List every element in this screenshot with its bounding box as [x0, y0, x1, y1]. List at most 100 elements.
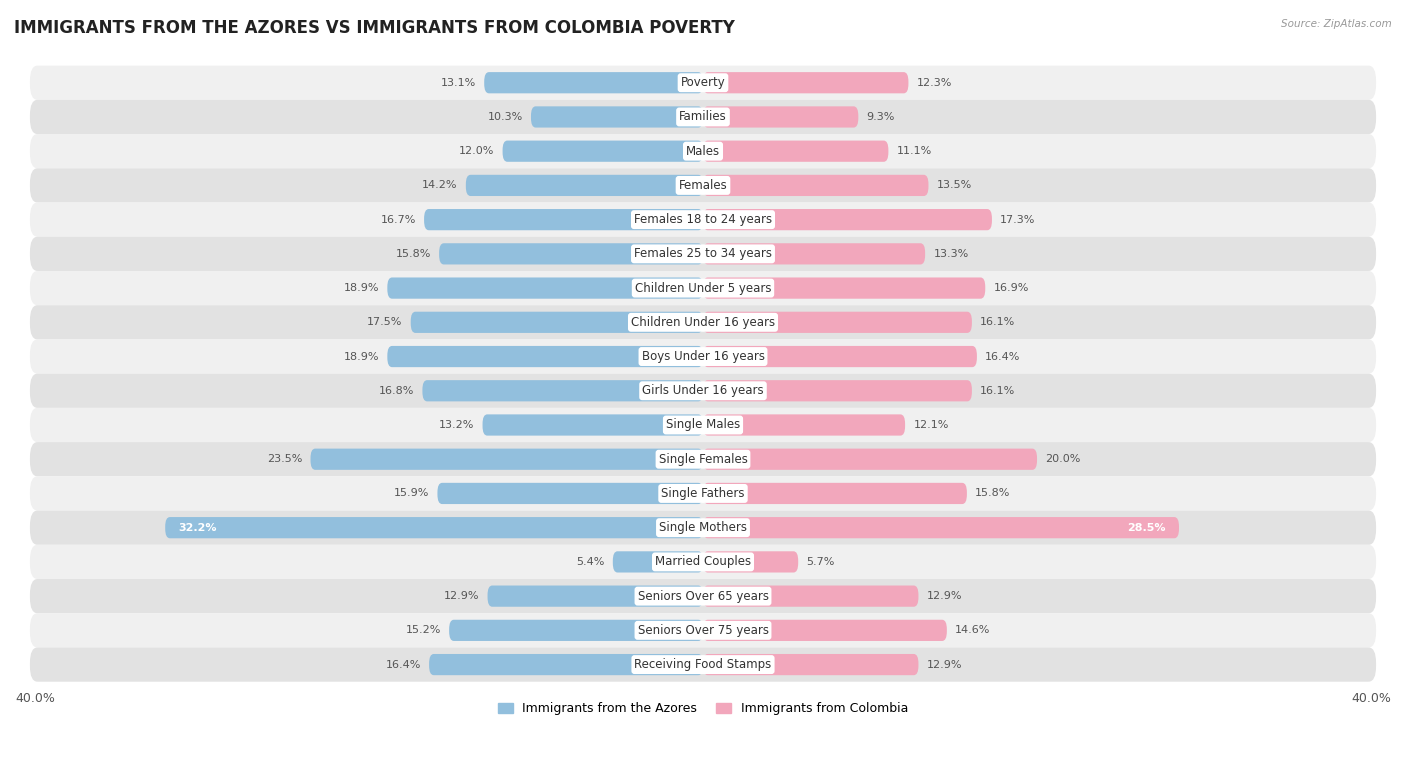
FancyBboxPatch shape [703, 654, 918, 675]
Text: 12.9%: 12.9% [444, 591, 479, 601]
FancyBboxPatch shape [484, 72, 703, 93]
Text: Married Couples: Married Couples [655, 556, 751, 568]
FancyBboxPatch shape [30, 305, 1376, 340]
Text: 14.6%: 14.6% [955, 625, 991, 635]
FancyBboxPatch shape [422, 381, 703, 402]
FancyBboxPatch shape [703, 483, 967, 504]
Text: Seniors Over 65 years: Seniors Over 65 years [637, 590, 769, 603]
Text: Poverty: Poverty [681, 77, 725, 89]
Text: Females 25 to 34 years: Females 25 to 34 years [634, 247, 772, 260]
FancyBboxPatch shape [30, 202, 1376, 236]
FancyBboxPatch shape [703, 140, 889, 161]
FancyBboxPatch shape [703, 381, 972, 402]
FancyBboxPatch shape [531, 106, 703, 127]
FancyBboxPatch shape [30, 134, 1376, 168]
FancyBboxPatch shape [465, 175, 703, 196]
FancyBboxPatch shape [30, 476, 1376, 511]
Text: Girls Under 16 years: Girls Under 16 years [643, 384, 763, 397]
FancyBboxPatch shape [30, 647, 1376, 681]
Text: 16.4%: 16.4% [385, 659, 420, 669]
FancyBboxPatch shape [30, 168, 1376, 202]
Text: 16.4%: 16.4% [986, 352, 1021, 362]
Text: 23.5%: 23.5% [267, 454, 302, 464]
Text: 14.2%: 14.2% [422, 180, 457, 190]
Text: 12.1%: 12.1% [914, 420, 949, 430]
Text: Females 18 to 24 years: Females 18 to 24 years [634, 213, 772, 226]
Text: 16.8%: 16.8% [378, 386, 413, 396]
Text: Boys Under 16 years: Boys Under 16 years [641, 350, 765, 363]
FancyBboxPatch shape [30, 271, 1376, 305]
FancyBboxPatch shape [703, 346, 977, 367]
FancyBboxPatch shape [703, 106, 858, 127]
FancyBboxPatch shape [411, 312, 703, 333]
Text: 16.1%: 16.1% [980, 318, 1015, 327]
Text: Children Under 16 years: Children Under 16 years [631, 316, 775, 329]
FancyBboxPatch shape [30, 442, 1376, 476]
FancyBboxPatch shape [166, 517, 703, 538]
Text: 12.3%: 12.3% [917, 78, 952, 88]
FancyBboxPatch shape [703, 551, 799, 572]
FancyBboxPatch shape [703, 312, 972, 333]
Text: Children Under 5 years: Children Under 5 years [634, 281, 772, 295]
Legend: Immigrants from the Azores, Immigrants from Colombia: Immigrants from the Azores, Immigrants f… [498, 702, 908, 715]
Text: IMMIGRANTS FROM THE AZORES VS IMMIGRANTS FROM COLOMBIA POVERTY: IMMIGRANTS FROM THE AZORES VS IMMIGRANTS… [14, 19, 735, 37]
FancyBboxPatch shape [703, 415, 905, 436]
Text: 13.2%: 13.2% [439, 420, 474, 430]
Text: 18.9%: 18.9% [343, 352, 380, 362]
FancyBboxPatch shape [30, 613, 1376, 647]
Text: 17.5%: 17.5% [367, 318, 402, 327]
Text: Females: Females [679, 179, 727, 192]
Text: 15.8%: 15.8% [976, 488, 1011, 499]
Text: Source: ZipAtlas.com: Source: ZipAtlas.com [1281, 19, 1392, 29]
Text: 5.7%: 5.7% [807, 557, 835, 567]
Text: 5.4%: 5.4% [576, 557, 605, 567]
FancyBboxPatch shape [30, 100, 1376, 134]
FancyBboxPatch shape [311, 449, 703, 470]
Text: 15.2%: 15.2% [405, 625, 441, 635]
FancyBboxPatch shape [439, 243, 703, 265]
Text: 13.5%: 13.5% [936, 180, 972, 190]
Text: 20.0%: 20.0% [1046, 454, 1081, 464]
Text: 18.9%: 18.9% [343, 283, 380, 293]
FancyBboxPatch shape [30, 340, 1376, 374]
FancyBboxPatch shape [387, 346, 703, 367]
FancyBboxPatch shape [703, 449, 1038, 470]
FancyBboxPatch shape [703, 620, 946, 641]
Text: Receiving Food Stamps: Receiving Food Stamps [634, 658, 772, 671]
Text: Single Mothers: Single Mothers [659, 522, 747, 534]
Text: 13.3%: 13.3% [934, 249, 969, 259]
FancyBboxPatch shape [429, 654, 703, 675]
FancyBboxPatch shape [502, 140, 703, 161]
FancyBboxPatch shape [703, 72, 908, 93]
Text: Males: Males [686, 145, 720, 158]
Text: 12.9%: 12.9% [927, 659, 962, 669]
Text: 15.9%: 15.9% [394, 488, 429, 499]
Text: 13.1%: 13.1% [440, 78, 475, 88]
FancyBboxPatch shape [387, 277, 703, 299]
FancyBboxPatch shape [30, 236, 1376, 271]
FancyBboxPatch shape [425, 209, 703, 230]
Text: 32.2%: 32.2% [179, 523, 217, 533]
Text: 11.1%: 11.1% [897, 146, 932, 156]
FancyBboxPatch shape [488, 585, 703, 606]
FancyBboxPatch shape [703, 277, 986, 299]
FancyBboxPatch shape [703, 585, 918, 606]
FancyBboxPatch shape [703, 243, 925, 265]
FancyBboxPatch shape [30, 579, 1376, 613]
FancyBboxPatch shape [30, 545, 1376, 579]
FancyBboxPatch shape [30, 374, 1376, 408]
Text: 17.3%: 17.3% [1000, 215, 1036, 224]
Text: 16.1%: 16.1% [980, 386, 1015, 396]
Text: 28.5%: 28.5% [1128, 523, 1166, 533]
Text: 15.8%: 15.8% [395, 249, 430, 259]
Text: 12.0%: 12.0% [458, 146, 495, 156]
Text: Single Females: Single Females [658, 453, 748, 465]
FancyBboxPatch shape [703, 517, 1180, 538]
FancyBboxPatch shape [703, 175, 928, 196]
FancyBboxPatch shape [30, 408, 1376, 442]
FancyBboxPatch shape [482, 415, 703, 436]
FancyBboxPatch shape [703, 209, 993, 230]
Text: 16.7%: 16.7% [381, 215, 416, 224]
Text: 16.9%: 16.9% [994, 283, 1029, 293]
FancyBboxPatch shape [437, 483, 703, 504]
